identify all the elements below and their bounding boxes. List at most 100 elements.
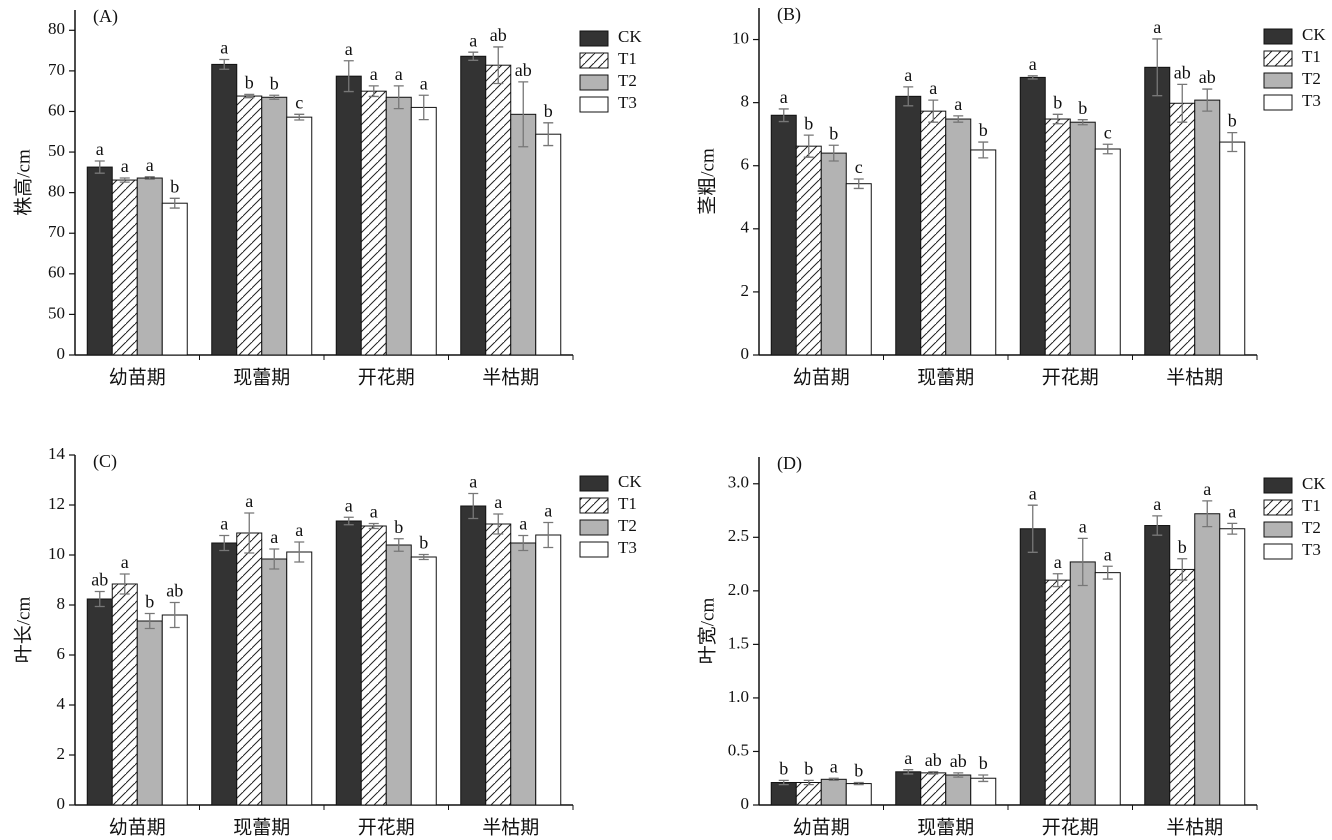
bar: [236, 95, 263, 356]
significance-letter: a: [954, 94, 962, 114]
significance-letter: b: [804, 758, 813, 778]
bar: [1194, 513, 1221, 806]
y-tick-label: 4: [57, 694, 66, 713]
bar: [161, 202, 188, 356]
legend-label: CK: [618, 472, 642, 491]
legend-swatch: [1263, 94, 1293, 111]
error-bar: [219, 58, 230, 70]
error-bar: [1027, 75, 1038, 80]
y-tick-label: 8: [741, 92, 750, 111]
significance-letter: b: [270, 73, 279, 93]
error-bar: [94, 590, 105, 608]
bar: [1169, 568, 1196, 806]
error-bar: [1152, 38, 1163, 97]
y-tick-label: 0: [57, 344, 66, 363]
error-bar: [543, 521, 554, 549]
error-bar: [144, 176, 155, 180]
legend-swatch: [1263, 28, 1293, 45]
y-tick-label: 1.0: [728, 687, 749, 706]
y-tick-label: 14: [48, 444, 66, 463]
legend-swatch: [579, 52, 609, 69]
significance-letter: a: [780, 87, 788, 107]
significance-letter: b: [145, 592, 154, 612]
significance-letter: a: [370, 64, 378, 84]
error-bar: [119, 177, 130, 183]
error-bar: [828, 777, 839, 782]
significance-letter: ab: [166, 581, 183, 601]
error-bar: [803, 134, 814, 158]
error-bar: [1077, 537, 1088, 587]
legend-label: T2: [618, 71, 637, 90]
significance-letter: ab: [925, 750, 942, 770]
bar: [1094, 148, 1121, 356]
y-axis-label: 株高/cm: [12, 149, 34, 216]
significance-letter: b: [245, 73, 254, 93]
bar: [360, 90, 387, 356]
error-bar: [928, 99, 939, 123]
significance-letter: b: [979, 120, 988, 140]
error-bar: [368, 85, 379, 98]
x-tick-label: 现蕾期: [233, 366, 290, 388]
x-tick-label: 半枯期: [1166, 366, 1223, 388]
bar: [1069, 561, 1096, 806]
bar: [1144, 66, 1171, 356]
legend-label: T2: [618, 516, 637, 535]
error-bar: [343, 60, 354, 93]
legend-label: T3: [1302, 540, 1321, 559]
significance-letter: a: [469, 30, 477, 50]
error-bar: [269, 548, 280, 570]
legend-swatch: [1263, 72, 1293, 89]
significance-letter: a: [295, 520, 303, 540]
significance-letter: a: [1153, 17, 1161, 37]
significance-letter: a: [345, 39, 353, 59]
error-bar: [343, 516, 354, 526]
y-tick-label: 0: [741, 794, 750, 813]
legend-label: T3: [618, 93, 637, 112]
error-bar: [928, 771, 939, 775]
bar: [770, 114, 797, 356]
legend-swatch: [1263, 521, 1293, 538]
y-tick-label: 50: [48, 141, 65, 160]
error-bar: [1052, 113, 1063, 125]
legend-label: T1: [618, 49, 637, 68]
y-tick-label: 70: [48, 222, 65, 241]
error-bar: [518, 534, 529, 552]
error-bar: [294, 113, 305, 121]
bar: [460, 55, 487, 356]
error-bar: [1227, 131, 1238, 153]
significance-letter: c: [295, 92, 303, 112]
significance-letter: b: [1078, 98, 1087, 118]
bar: [845, 783, 872, 806]
significance-letter: a: [519, 514, 527, 534]
significance-letter: a: [1029, 483, 1037, 503]
y-tick-label: 6: [741, 155, 750, 174]
bar: [1044, 579, 1071, 806]
error-bar: [543, 122, 554, 147]
x-tick-label: 开花期: [1042, 816, 1099, 838]
significance-letter: a: [146, 155, 154, 175]
error-bar: [1077, 119, 1088, 126]
x-tick-label: 幼苗期: [109, 366, 166, 388]
error-bar: [418, 94, 429, 121]
bar: [535, 534, 562, 806]
error-bar: [219, 534, 230, 552]
legend-swatch: [579, 96, 609, 113]
y-tick-label: 2.0: [728, 580, 749, 599]
significance-letter: b: [544, 101, 553, 121]
significance-letter: b: [829, 123, 838, 143]
bar: [410, 106, 437, 356]
x-tick-label: 开花期: [358, 366, 415, 388]
significance-letter: a: [121, 552, 129, 572]
significance-letter: a: [395, 64, 403, 84]
bar: [335, 75, 362, 356]
bar: [385, 544, 412, 806]
y-tick-label: 8: [57, 594, 66, 613]
y-tick-label: 80: [48, 19, 65, 38]
bar: [920, 772, 947, 806]
error-bar: [828, 144, 839, 162]
x-tick-label: 半枯期: [482, 366, 539, 388]
significance-letter: a: [370, 502, 378, 522]
significance-letter: ab: [950, 751, 967, 771]
legend-swatch: [579, 475, 609, 492]
